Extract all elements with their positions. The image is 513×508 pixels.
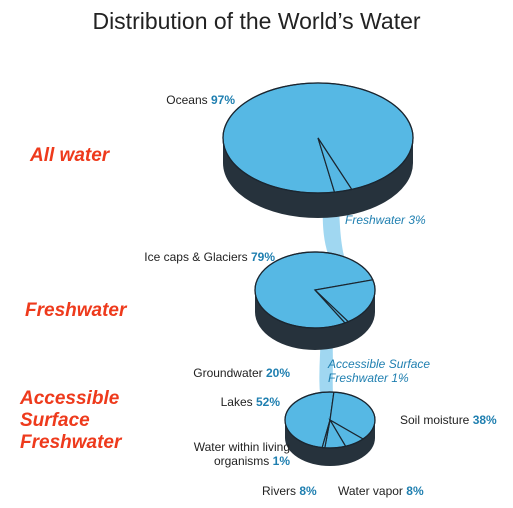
slice-name: Soil moisture — [400, 413, 469, 427]
slice-label: Rivers 8% — [262, 484, 332, 498]
slice-value: 97% — [211, 93, 235, 107]
slice-label: Freshwater 3% — [345, 213, 465, 227]
slice-value: 8% — [299, 484, 316, 498]
slice-label: Water within living organisms 1% — [160, 440, 290, 468]
slice-label: Soil moisture 38% — [400, 413, 513, 427]
slice-label: Water vapor 8% — [338, 484, 438, 498]
slice-label: Accessible Surface Freshwater 1% — [328, 357, 443, 385]
slice-name: Rivers — [262, 484, 296, 498]
slice-label: Lakes 52% — [200, 395, 280, 409]
slice-value: 20% — [266, 366, 290, 380]
slice-label: Groundwater 20% — [160, 366, 290, 380]
slice-value: 38% — [473, 413, 497, 427]
slice-name: Lakes — [221, 395, 253, 409]
slice-name: Oceans — [166, 93, 207, 107]
slice-label: Ice caps & Glaciers 79% — [110, 250, 275, 264]
slice-name: Ice caps & Glaciers — [144, 250, 247, 264]
slice-value: 52% — [256, 395, 280, 409]
slice-name: Accessible Surface Freshwater — [328, 357, 430, 385]
slice-name: Groundwater — [193, 366, 262, 380]
slice-value: 3% — [408, 213, 425, 227]
slice-name: Freshwater — [345, 213, 405, 227]
slice-value: 1% — [273, 454, 290, 468]
slice-value: 8% — [406, 484, 423, 498]
pie-title: All water — [30, 145, 180, 167]
slice-label: Oceans 97% — [130, 93, 235, 107]
slice-name: Water vapor — [338, 484, 403, 498]
slice-value: 1% — [391, 371, 408, 385]
page-title: Distribution of the World’s Water — [0, 8, 513, 35]
slice-value: 79% — [251, 250, 275, 264]
pie-title: Freshwater — [25, 300, 175, 322]
infographic: Distribution of the World’s Water All wa… — [0, 0, 513, 508]
